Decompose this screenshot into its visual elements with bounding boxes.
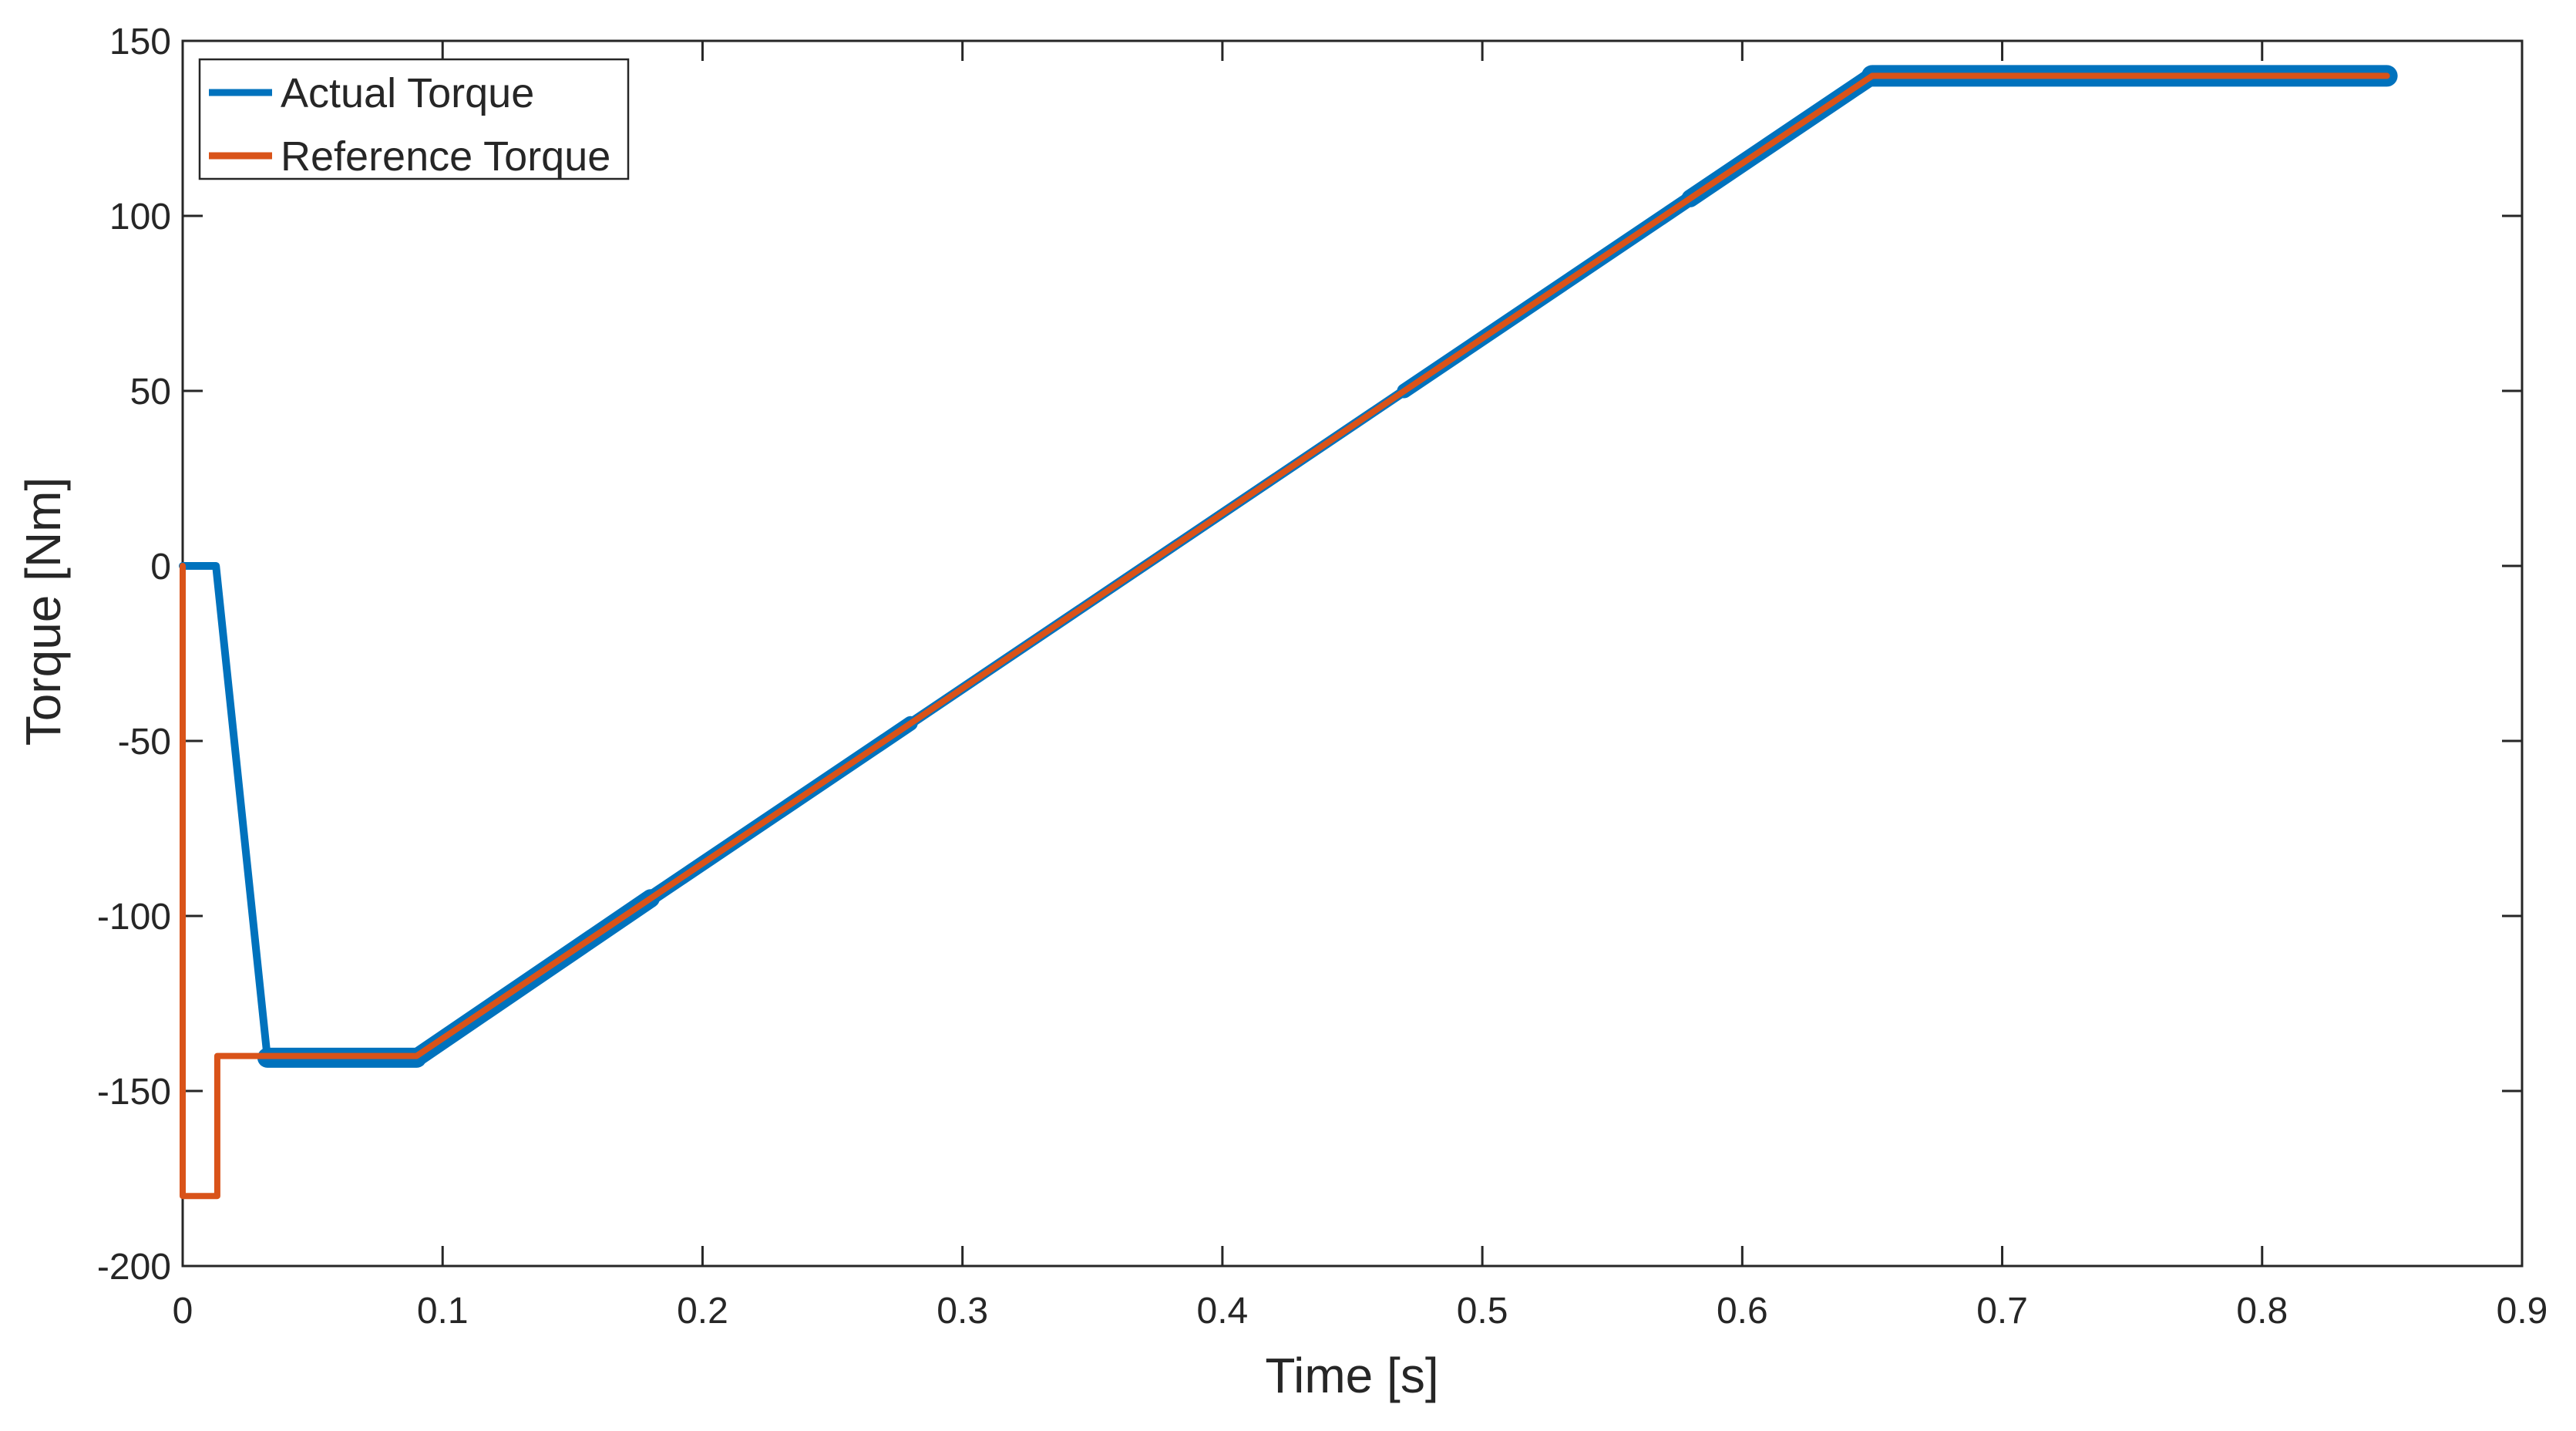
- x-tick-label: 0.4: [1197, 1291, 1249, 1332]
- y-axis-label: Torque [Nm]: [15, 477, 71, 746]
- y-tick-label: -150: [97, 1072, 171, 1113]
- y-tick-label: 150: [109, 22, 171, 62]
- x-tick-label: 0.2: [677, 1291, 728, 1332]
- series-actual-torque-path: [179, 562, 271, 1062]
- y-tick-label: -100: [97, 897, 171, 938]
- x-tick-label: 0.9: [2497, 1291, 2548, 1332]
- y-tick-label: 0: [150, 547, 171, 588]
- plot-area: 0 0.1 0.2 0.3 0.4 0.5 0.6 0.7 0.8 0.9 -200 -150 -100…: [97, 22, 2547, 1332]
- x-tick-label: 0.1: [417, 1291, 469, 1332]
- y-tick-label: 50: [130, 372, 171, 412]
- plot-frame: [181, 39, 2524, 1268]
- legend-label-actual-torque: Actual Torque: [281, 70, 534, 116]
- legend: Actual Torque Reference Torque: [198, 58, 630, 180]
- series-reference-torque-path: [180, 72, 2390, 1200]
- x-tick-label: 0.3: [937, 1291, 988, 1332]
- x-tick-label: 0: [173, 1291, 193, 1332]
- x-tick-label: 0.6: [1717, 1291, 1768, 1332]
- legend-label-reference-torque: Reference Torque: [281, 133, 610, 180]
- y-tick-label: -50: [118, 722, 171, 763]
- x-tick-label: 0.8: [2236, 1291, 2288, 1332]
- x-tick-label: 0.7: [1976, 1291, 2028, 1332]
- x-axis-label: Time [s]: [1265, 1348, 1438, 1403]
- y-tick-label: -200: [97, 1247, 171, 1288]
- y-tick-label: 100: [109, 197, 171, 237]
- x-tick-label: 0.5: [1457, 1291, 1508, 1332]
